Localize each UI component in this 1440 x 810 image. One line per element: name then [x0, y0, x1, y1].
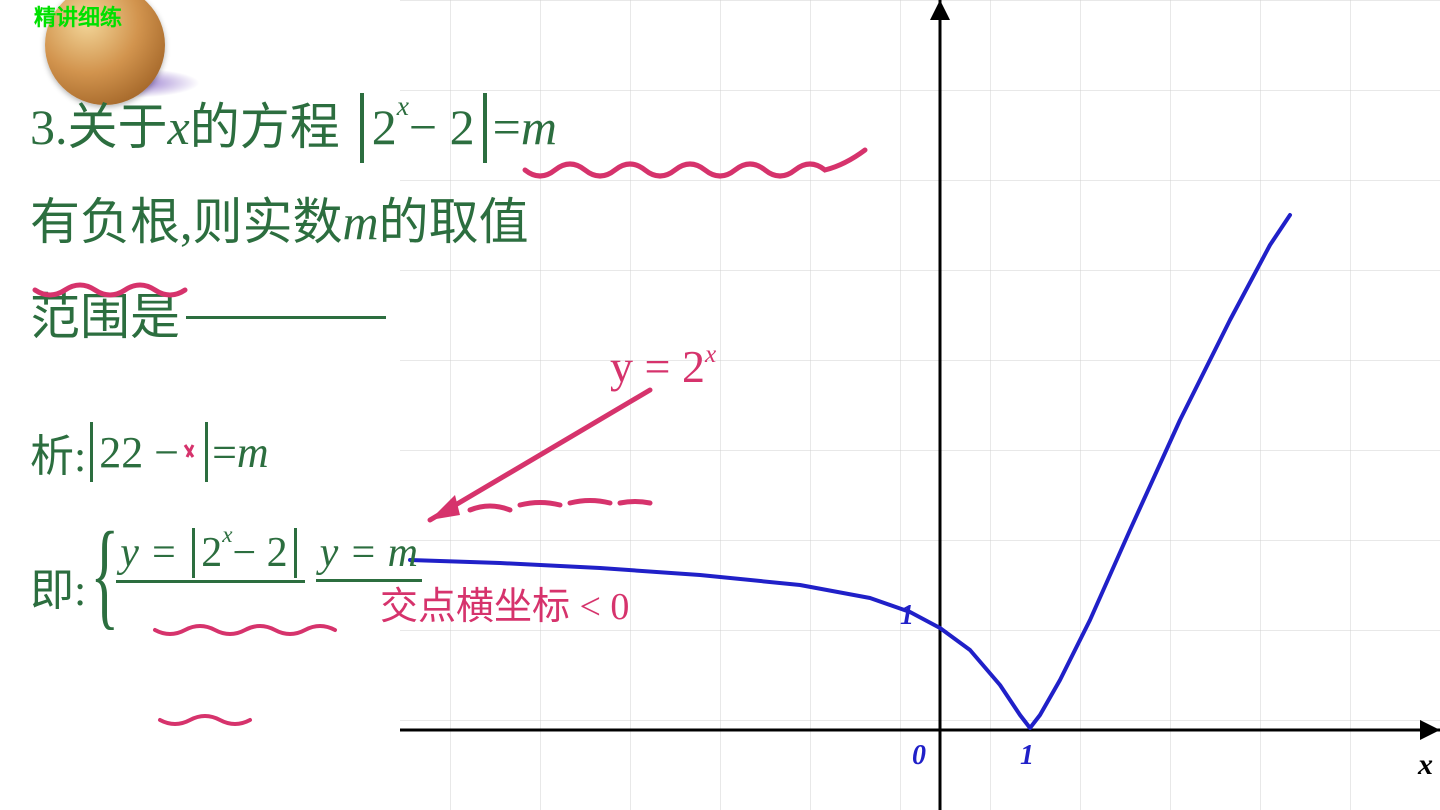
exponent-x: x: [705, 340, 716, 368]
annotation-y2x: y = 2x: [610, 340, 716, 393]
text: y = 2: [610, 341, 705, 392]
annotation-layer: [0, 0, 1440, 810]
page: 0 1 1 x 精讲细练 3.关于 x 的方程 2 x − 2 = m 有负根,…: [0, 0, 1440, 810]
annotation-condition: 交点横坐标 < 0: [380, 575, 629, 630]
